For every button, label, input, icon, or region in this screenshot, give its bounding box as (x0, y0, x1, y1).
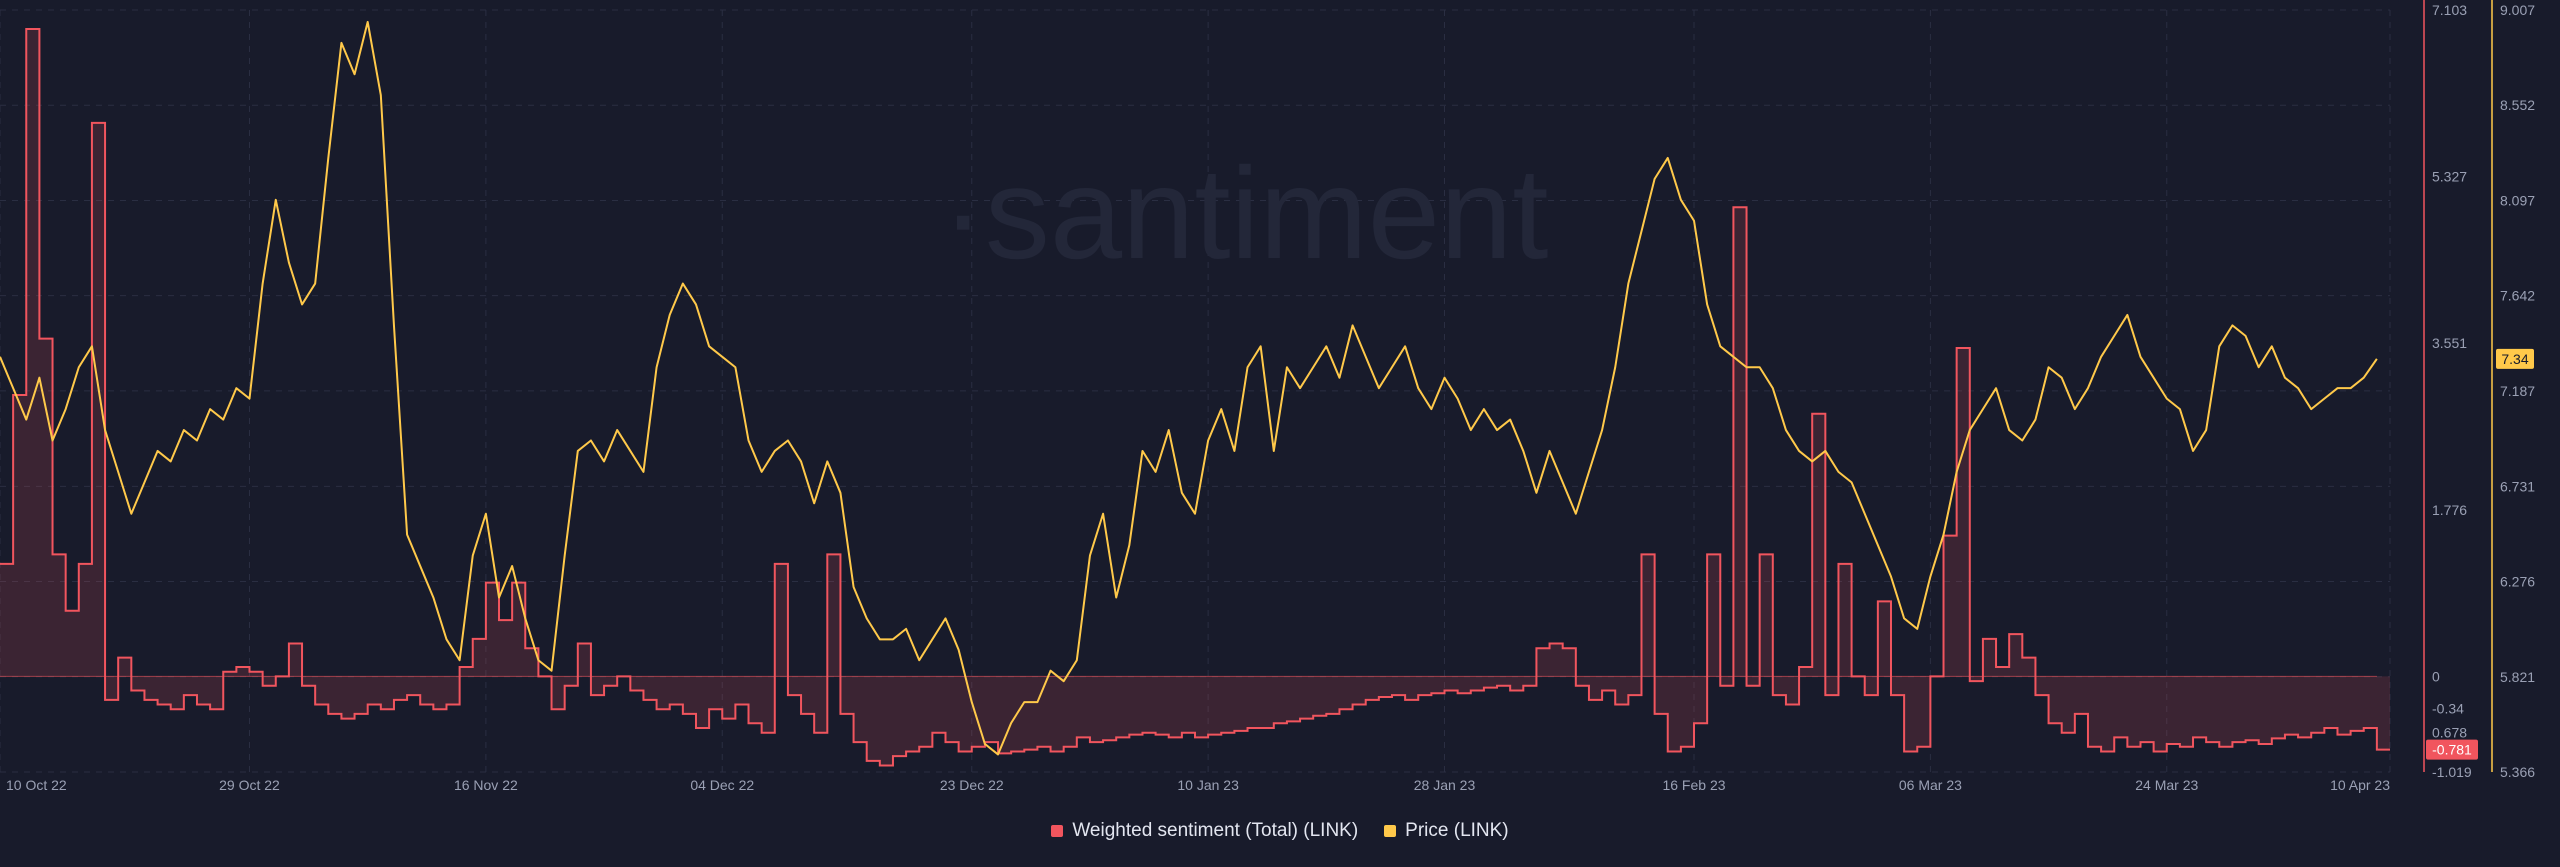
price-tick-label: 5.821 (2500, 669, 2535, 685)
x-tick-label: 16 Nov 22 (454, 777, 518, 793)
x-tick-label: 28 Jan 23 (1414, 777, 1476, 793)
price-tick-label: 8.552 (2500, 97, 2535, 113)
sentiment-area (0, 29, 2390, 766)
watermark: ·santiment (942, 140, 1549, 286)
sentiment-badge-bg (2426, 739, 2478, 760)
price-tick-label: 5.366 (2500, 764, 2535, 780)
price-tick-label: 6.276 (2500, 574, 2535, 590)
legend: Weighted sentiment (Total) (LINK) Price … (0, 820, 2560, 842)
x-tick-label: 29 Oct 22 (219, 777, 280, 793)
sentiment-tick-label: 1.776 (2432, 502, 2467, 518)
sentiment-tick-label-overlapped: 0.678 (2432, 725, 2467, 741)
axis-layer: 10 Oct 22 29 Oct 22 16 Nov 22 04 Dec 22 23 D… (6, 0, 2535, 793)
legend-label-sentiment: Weighted sentiment (Total) (LINK) (1072, 820, 1359, 841)
sentiment-badge-label: -0.781 (2432, 742, 2472, 758)
x-tick-label: 06 Mar 23 (1899, 777, 1962, 793)
legend-label-price: Price (LINK) (1405, 820, 1509, 841)
sentiment-tick-label: 3.551 (2432, 335, 2467, 351)
badge-layer: 7.34 -0.781 (2426, 348, 2534, 760)
sentiment-tick-label: 7.103 (2432, 2, 2467, 18)
sentiment-tick-label: 0 (2432, 668, 2440, 684)
legend-item-sentiment[interactable]: Weighted sentiment (Total) (LINK) (1051, 820, 1358, 842)
legend-item-price[interactable]: Price (LINK) (1384, 820, 1509, 842)
price-badge-label: 7.34 (2501, 351, 2528, 367)
sentiment-tick-label: 5.327 (2432, 169, 2467, 185)
x-tick-label: 10 Apr 23 (2330, 777, 2390, 793)
legend-swatch-price (1384, 825, 1397, 837)
price-badge-bg (2496, 348, 2534, 369)
price-series (0, 20, 2378, 756)
price-tick-label: 8.097 (2500, 192, 2535, 208)
x-tick-label: 24 Mar 23 (2135, 777, 2198, 793)
x-tick-label: 23 Dec 22 (940, 777, 1004, 793)
x-tick-label: 10 Oct 22 (6, 777, 67, 793)
price-tick-label: 9.007 (2500, 2, 2535, 18)
price-tick-label: 7.642 (2500, 288, 2535, 304)
x-tick-label: 04 Dec 22 (690, 777, 754, 793)
sentiment-tick-label: -0.34 (2432, 700, 2464, 716)
price-tick-label: 6.731 (2500, 478, 2535, 494)
sentiment-tick-label: -1.019 (2432, 764, 2472, 780)
x-tick-label: 10 Jan 23 (1177, 777, 1239, 793)
x-tick-label: 16 Feb 23 (1662, 777, 1725, 793)
sentiment-line (0, 28, 2390, 767)
legend-swatch-sentiment (1051, 825, 1064, 837)
sentiment-series (0, 28, 2390, 767)
price-tick-label: 7.187 (2500, 383, 2535, 399)
price-line (0, 20, 2378, 756)
